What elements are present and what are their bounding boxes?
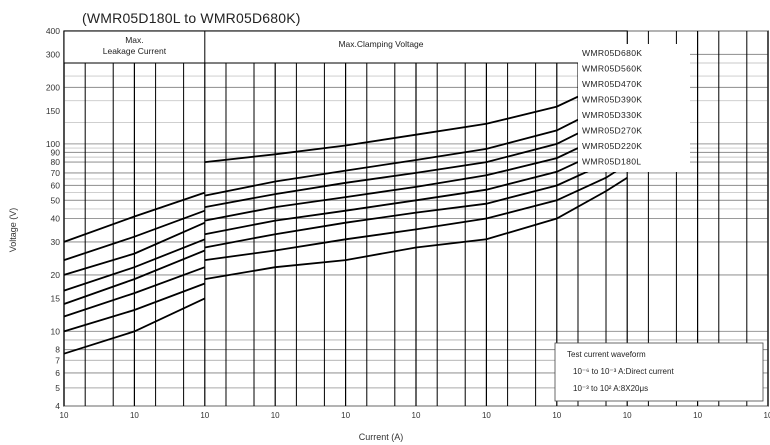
region-label-clamping: Max.Clamping Voltage xyxy=(338,39,423,49)
y-tick-label: 100 xyxy=(46,139,60,149)
legend-label: WMR05D270K xyxy=(582,126,642,136)
y-tick-label: 400 xyxy=(46,26,60,36)
x-tick-label: 10 xyxy=(412,411,421,420)
series-line-leakage xyxy=(63,249,206,305)
y-tick-label: 5 xyxy=(55,383,60,393)
y-tick-label: 30 xyxy=(51,237,61,247)
series-line-leakage xyxy=(63,297,206,355)
chart-title: (WMR05D180L to WMR05D680K) xyxy=(82,10,301,26)
legend-label: WMR05D330K xyxy=(582,110,642,120)
x-tick-label: 10 xyxy=(552,411,561,420)
y-tick-label: 7 xyxy=(55,355,60,365)
series-line-clamp xyxy=(204,176,628,280)
legend-label: WMR05D470K xyxy=(582,79,642,89)
series-line-leakage xyxy=(63,282,206,333)
series-line-leakage xyxy=(63,221,206,276)
y-tick-label: 20 xyxy=(51,270,61,280)
y-tick-label: 150 xyxy=(46,106,60,116)
y-tick-label: 50 xyxy=(51,195,61,205)
legend-box xyxy=(578,44,690,172)
legend-label: WMR05D390K xyxy=(582,95,642,105)
x-tick-label: 10 xyxy=(693,411,702,420)
y-tick-label: 80 xyxy=(51,157,61,167)
y-tick-label: 40 xyxy=(51,214,61,224)
y-tick-label: 8 xyxy=(55,345,60,355)
y-axis-label: Voltage (V) xyxy=(8,208,18,253)
plot-area: Max.Leakage Current Max.Clamping Voltage 4… xyxy=(46,26,770,420)
series-line-leakage xyxy=(63,266,206,318)
legend-label: WMR05D560K xyxy=(582,64,642,74)
note-line: 10⁻⁶ to 10⁻³ A:Direct current xyxy=(573,367,674,376)
x-tick-label: 10 xyxy=(60,411,69,420)
region-label-leakage: Max. xyxy=(125,35,143,45)
y-tick-label: 70 xyxy=(51,168,61,178)
y-tick-label: 10 xyxy=(51,326,61,336)
x-tick-label: 10 xyxy=(271,411,280,420)
x-tick-label: 10 xyxy=(764,411,770,420)
series-line-leakage xyxy=(63,209,206,261)
x-tick-label: 10 xyxy=(623,411,632,420)
y-tick-label: 15 xyxy=(51,293,61,303)
series-line-leakage xyxy=(63,238,206,292)
x-tick-label: 10 xyxy=(341,411,350,420)
series-line-clamp xyxy=(204,163,628,261)
y-tick-label: 6 xyxy=(55,368,60,378)
note-line: 10⁻³ to 10² A:8X20μs xyxy=(573,384,648,393)
x-tick-label: 10 xyxy=(200,411,209,420)
y-tick-label: 300 xyxy=(46,49,60,59)
y-tick-label: 60 xyxy=(51,180,61,190)
note-line: Test current waveform xyxy=(567,350,646,359)
note-box xyxy=(554,342,764,402)
x-tick-label: 10 xyxy=(482,411,491,420)
y-tick-label: 200 xyxy=(46,82,60,92)
region-header xyxy=(63,30,628,64)
legend-label: WMR05D680K xyxy=(582,48,642,58)
region-label-leakage: Leakage Current xyxy=(103,46,167,56)
legend-label: WMR05D220K xyxy=(582,141,642,151)
series-line-leakage xyxy=(63,191,206,243)
legend-label: WMR05D180L xyxy=(582,157,641,167)
x-axis-label: Current (A) xyxy=(359,432,404,442)
y-tick-label: 4 xyxy=(55,401,60,411)
x-tick-label: 10 xyxy=(130,411,139,420)
y-tick-label: 90 xyxy=(51,147,61,157)
